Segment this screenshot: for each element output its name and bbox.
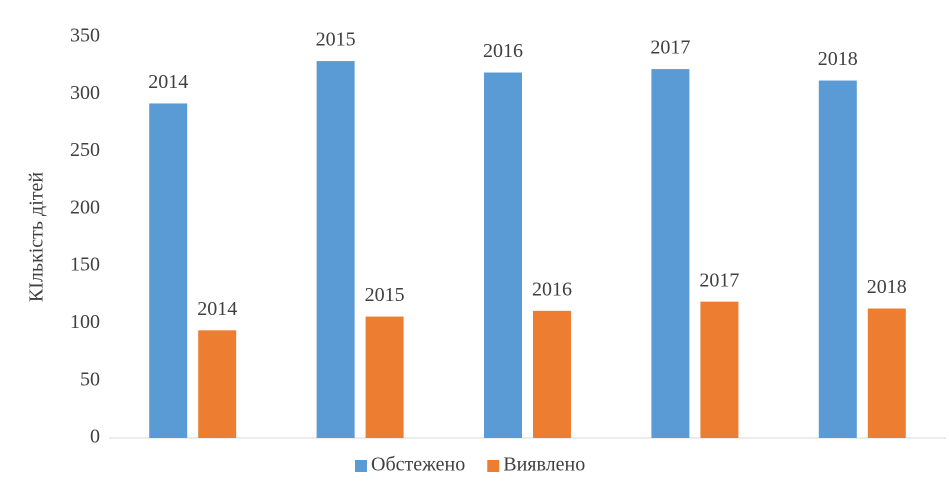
- data-label: 2016: [483, 40, 523, 62]
- data-label: 2014: [197, 298, 237, 320]
- y-tick-label: 200: [70, 196, 100, 218]
- y-axis-title: КIлькість дітей: [26, 172, 48, 302]
- bar: [533, 310, 571, 438]
- data-label: 2018: [818, 48, 858, 70]
- data-label: 2016: [532, 278, 572, 300]
- bar: [700, 301, 739, 438]
- y-tick-label: 100: [70, 311, 100, 333]
- legend-label: Виявлено: [503, 454, 585, 476]
- data-label: 2018: [867, 276, 907, 298]
- y-tick-label: 350: [70, 25, 100, 47]
- bar: [818, 80, 857, 438]
- data-label: 2017: [650, 37, 690, 59]
- data-label: 2015: [316, 29, 356, 51]
- y-tick-label: 250: [70, 139, 100, 161]
- bar: [867, 308, 906, 438]
- legend-swatch: [355, 460, 367, 472]
- y-tick-label: 300: [70, 82, 100, 104]
- data-label: 2015: [365, 284, 405, 306]
- y-tick-label: 50: [80, 368, 100, 390]
- bar: [484, 72, 522, 438]
- y-tick-label: 150: [70, 254, 100, 276]
- legend-swatch: [487, 460, 500, 472]
- y-tick-label: 0: [90, 426, 100, 448]
- legend-label: Обстежено: [371, 454, 465, 476]
- bar: [149, 103, 188, 439]
- bar: [651, 69, 690, 438]
- bar: [365, 316, 404, 438]
- bar: [316, 61, 355, 439]
- data-label: 2017: [699, 269, 739, 291]
- data-label: 2014: [148, 71, 188, 93]
- bar: [198, 330, 237, 438]
